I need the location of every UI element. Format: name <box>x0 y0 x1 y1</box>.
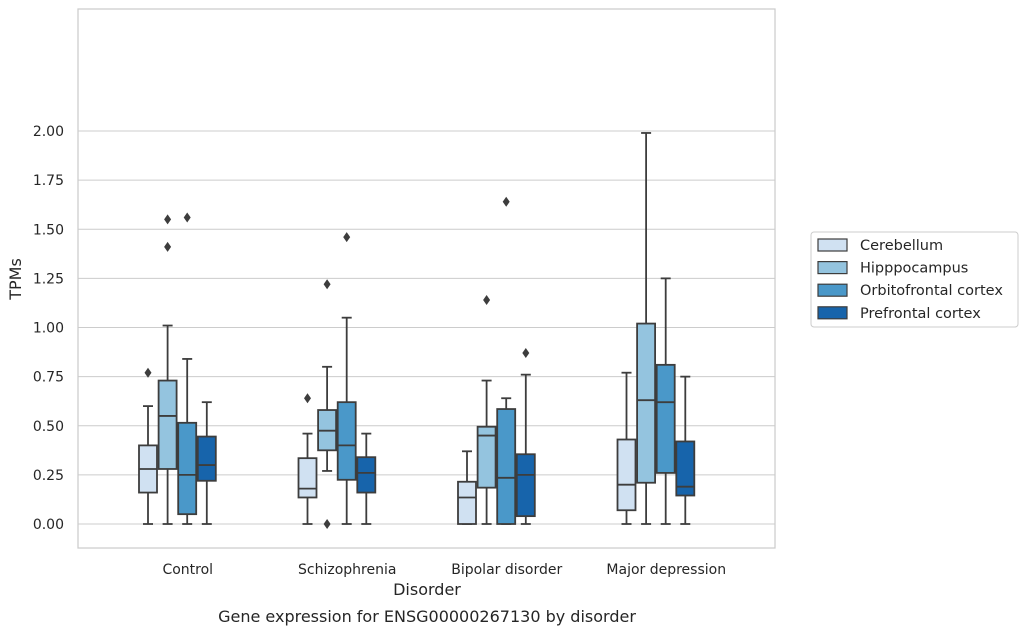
box-orbitofrontal-cortex <box>336 232 357 525</box>
legend-label: Hipppocampus <box>860 261 968 277</box>
box-iqr <box>297 457 318 499</box>
outlier-point <box>343 232 351 243</box>
box-hipppocampus <box>636 132 656 525</box>
box-hipppocampus <box>476 294 497 525</box>
box-iqr <box>515 453 536 518</box>
y-tick-label: 0.50 <box>33 419 64 435</box>
legend-label: Orbitofrontal cortex <box>860 283 1003 299</box>
box-iqr <box>476 425 497 489</box>
outlier-point <box>323 279 331 290</box>
y-axis-title: TPMs <box>6 258 25 301</box>
box-iqr <box>356 456 377 494</box>
legend-swatch <box>817 261 848 275</box>
box-cerebellum <box>138 367 158 525</box>
x-tick-labels: Control Schizophrenia Bipolar disorder Majo… <box>162 562 726 578</box>
x-tick-label: Schizophrenia <box>298 562 396 578</box>
box-prefrontal-cortex <box>356 432 377 525</box>
outlier-point <box>304 393 311 404</box>
box-cerebellum <box>297 393 318 525</box>
outlier-point <box>144 367 152 378</box>
box-iqr <box>616 438 637 512</box>
box-iqr <box>336 401 357 481</box>
legend-swatch <box>817 283 848 297</box>
y-tick-label: 1.00 <box>33 321 64 337</box>
box-iqr <box>157 379 178 470</box>
box-orbitofrontal-cortex <box>655 277 676 525</box>
x-tick-label: Control <box>162 562 213 578</box>
outlier-point <box>502 196 510 207</box>
plot-frame <box>77 8 776 549</box>
box-iqr <box>196 435 217 482</box>
y-tick-label: 1.25 <box>33 271 64 287</box>
outlier-point <box>183 212 191 223</box>
box-orbitofrontal-cortex <box>177 212 198 525</box>
box-hipppocampus <box>157 214 178 525</box>
box-cerebellum <box>457 450 477 525</box>
y-tick-label: 1.75 <box>33 173 64 189</box>
box-hipppocampus <box>317 279 338 529</box>
legend-label: Cerebellum <box>860 238 943 254</box>
box-prefrontal-cortex <box>675 375 696 525</box>
box-iqr <box>177 421 198 516</box>
outlier-point <box>483 294 491 305</box>
chart-caption: Gene expression for ENSG00000267130 by d… <box>218 607 636 626</box>
x-tick-label: Bipolar disorder <box>451 562 562 578</box>
outlier-point <box>164 241 172 252</box>
box-iqr <box>636 322 656 484</box>
legend: Cerebellum Hipppocampus Orbitofrontal cort… <box>810 231 1019 328</box>
box-cerebellum <box>616 371 637 525</box>
y-tick-label: 2.00 <box>33 124 64 140</box>
legend-frame <box>810 231 1019 328</box>
x-axis-title: Disorder <box>393 580 461 599</box>
y-tick-label: 0.25 <box>33 468 64 484</box>
box-series <box>138 132 696 529</box>
box-iqr <box>496 408 517 525</box>
box-iqr <box>457 480 477 525</box>
box-iqr <box>655 363 676 474</box>
y-tick-labels: 0.00 0.25 0.50 0.75 1.00 1.25 1.50 1.75 2.00 <box>33 124 64 533</box>
outlier-point <box>522 348 530 359</box>
legend-swatch <box>817 238 848 252</box>
y-tick-label: 1.50 <box>33 222 64 238</box>
box-prefrontal-cortex <box>515 348 536 525</box>
legend-swatch <box>817 306 848 320</box>
x-tick-label: Major depression <box>606 562 726 578</box>
box-orbitofrontal-cortex <box>496 196 517 525</box>
box-iqr <box>675 440 696 497</box>
outlier-point <box>323 519 331 529</box>
box-prefrontal-cortex <box>196 401 217 525</box>
legend-label: Prefrontal cortex <box>860 306 981 322</box>
y-tick-label: 0.75 <box>33 370 64 386</box>
outlier-point <box>164 214 172 225</box>
y-tick-label: 0.00 <box>33 517 64 533</box>
